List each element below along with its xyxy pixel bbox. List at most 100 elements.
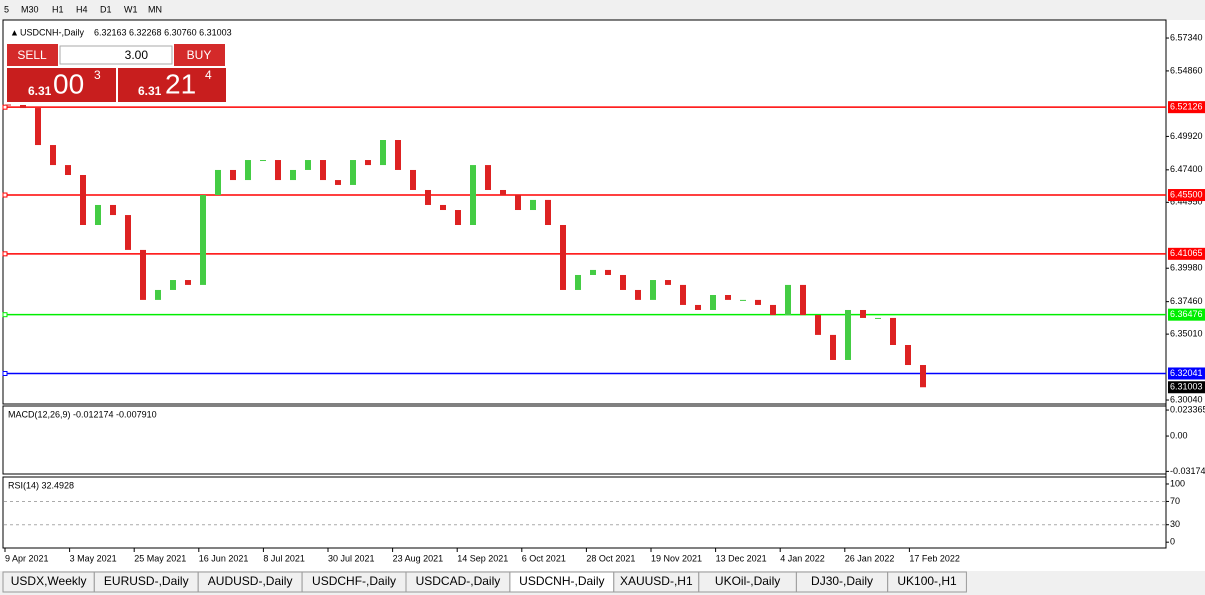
date-label: 13 Dec 2021	[716, 553, 767, 563]
macd-panel	[2, 405, 1167, 475]
candle	[410, 169, 416, 190]
candle	[125, 215, 131, 250]
price-label: 6.35010	[1170, 328, 1203, 338]
level-tag	[1168, 101, 1205, 114]
candle	[380, 140, 386, 166]
scale-label: 0.023365	[1170, 404, 1205, 414]
candle	[665, 280, 671, 285]
date-label: 4 Jan 2022	[780, 553, 825, 563]
buy-label: BUY	[187, 48, 212, 62]
date-label: 6 Oct 2021	[522, 553, 566, 563]
scale-label: 0.00	[1170, 430, 1188, 440]
price-label: 6.57340	[1170, 32, 1203, 42]
candle	[575, 274, 581, 290]
candle	[800, 284, 806, 316]
timeframe[interactable]: D1	[100, 4, 112, 14]
candle	[305, 160, 311, 170]
volume: 3.00	[125, 48, 149, 62]
candle	[170, 280, 176, 290]
timeframe[interactable]: H4	[76, 4, 88, 14]
date-label: 17 Feb 2022	[909, 553, 960, 563]
candle	[365, 160, 371, 166]
candle	[605, 269, 611, 275]
tab-label: USDCNH-,Daily	[519, 574, 604, 588]
date-label: 25 May 2021	[134, 553, 186, 563]
level-label: 6.32041	[1170, 368, 1203, 378]
bid-main: 00	[53, 68, 84, 99]
ask-main: 21	[165, 68, 196, 99]
triangle: ▲	[10, 27, 19, 37]
candle	[35, 108, 41, 146]
timeframe[interactable]: 5	[4, 4, 9, 14]
level-label: 6.41065	[1170, 248, 1203, 258]
price-label: 6.44950	[1170, 197, 1203, 207]
candle	[620, 274, 626, 290]
price-label: 6.49920	[1170, 131, 1203, 141]
toolbar	[0, 0, 1205, 20]
candle	[590, 269, 596, 275]
candle	[80, 175, 86, 225]
date-label: 8 Jul 2021	[263, 553, 305, 563]
tab-label: EURUSD-,Daily	[104, 574, 189, 588]
candle	[785, 284, 791, 316]
timeframe[interactable]: MN	[148, 4, 162, 14]
candle	[515, 195, 521, 211]
candle	[290, 169, 296, 181]
sell-button[interactable]	[7, 44, 58, 66]
tab-label: UK100-,H1	[897, 574, 957, 588]
candle	[890, 317, 896, 345]
candle	[635, 289, 641, 300]
timeframe[interactable]: W1	[124, 4, 138, 14]
volume-box[interactable]	[59, 45, 173, 65]
tab-label: USDX,Weekly	[11, 574, 87, 588]
candle	[830, 334, 836, 360]
scale-label: 70	[1170, 496, 1180, 506]
candle	[470, 165, 476, 225]
candle	[680, 284, 686, 305]
ask-box[interactable]	[118, 68, 226, 102]
candle	[560, 224, 566, 290]
level-label: 6.45500	[1170, 189, 1203, 199]
date-label: 26 Jan 2022	[845, 553, 895, 563]
level-tag	[1168, 189, 1205, 202]
candle	[485, 165, 491, 190]
candle	[920, 365, 926, 388]
date-label: 3 May 2021	[70, 553, 117, 563]
level-tag	[1168, 308, 1205, 321]
candle	[425, 189, 431, 205]
sell-label: SELL	[17, 48, 47, 62]
scale-label: 100	[1170, 478, 1185, 488]
candle	[650, 280, 656, 300]
candle	[20, 104, 26, 109]
level-tag	[1168, 247, 1205, 260]
timeframe[interactable]: H1	[52, 4, 64, 14]
candle	[845, 309, 851, 360]
candle	[230, 169, 236, 181]
date-label: 30 Jul 2021	[328, 553, 375, 563]
ask-small: 4	[205, 68, 212, 82]
tab[interactable]	[887, 571, 967, 593]
candle	[395, 140, 401, 170]
date-label: 16 Jun 2021	[199, 553, 249, 563]
level-handle	[2, 192, 8, 198]
bid-box[interactable]	[7, 68, 116, 102]
rsi-panel	[2, 476, 1167, 549]
scale-label: -0.031746	[1170, 466, 1205, 476]
candle	[530, 199, 536, 211]
level-handle	[2, 104, 8, 110]
candle	[245, 160, 251, 181]
level-label: 6.52126	[1170, 102, 1203, 112]
candle	[200, 195, 206, 285]
symbol: USDCNH-,Daily	[20, 27, 85, 37]
timeframe[interactable]: M30	[21, 4, 39, 14]
level-tag	[1168, 367, 1205, 380]
buy-button[interactable]	[174, 44, 225, 66]
scale-label: 0	[1170, 537, 1175, 547]
price-label: 6.47400	[1170, 164, 1203, 174]
candle	[95, 204, 101, 225]
candle	[260, 160, 266, 162]
tab-label: USDCAD-,Daily	[416, 574, 501, 588]
candle	[740, 299, 746, 301]
tab-label: XAUUSD-,H1	[620, 574, 693, 588]
